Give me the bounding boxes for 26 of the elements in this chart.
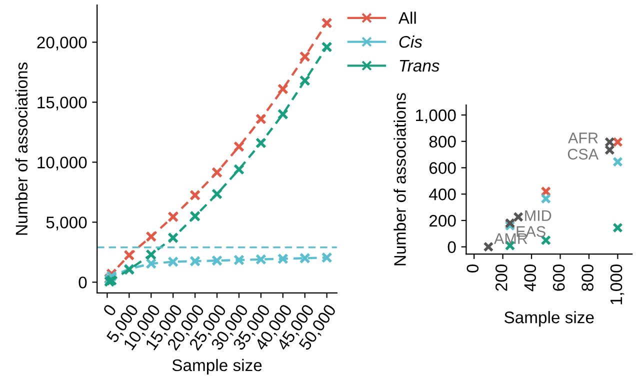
y-axis-title: Number of associations bbox=[15, 62, 28, 235]
x-tick-label: 200 bbox=[495, 264, 508, 291]
y-tick-label: 1,000 bbox=[416, 109, 456, 124]
x-tick-label: 400 bbox=[524, 264, 536, 292]
y-axis-title: Number of associations bbox=[394, 93, 406, 266]
legend-label: Trans bbox=[400, 60, 440, 72]
x-tick-label: 800 bbox=[582, 264, 594, 291]
y-tick-label: 10,000 bbox=[38, 156, 87, 170]
annotation: CSA bbox=[568, 148, 599, 160]
y-tick-label: 600 bbox=[429, 162, 456, 174]
y-tick-label: 5,000 bbox=[46, 216, 87, 230]
y-tick-label: 20,000 bbox=[37, 36, 87, 50]
x-tick-label: 1,000 bbox=[610, 264, 624, 304]
legend-label: Cis bbox=[399, 36, 422, 48]
x-tick-label: 0 bbox=[466, 264, 479, 272]
annotation: AFR bbox=[568, 132, 598, 144]
x-axis-title: Sample size bbox=[504, 311, 594, 327]
y-tick-label: 15,000 bbox=[38, 96, 87, 110]
x-axis-title: Sample size bbox=[172, 358, 262, 374]
legend-label: All bbox=[398, 12, 416, 24]
y-tick-label: 0 bbox=[448, 241, 456, 254]
annotation: MID bbox=[525, 210, 552, 221]
y-tick-label: 400 bbox=[429, 188, 456, 200]
y-tick-label: 800 bbox=[429, 136, 456, 148]
y-tick-label: 200 bbox=[429, 214, 456, 227]
x-tick-label: 600 bbox=[552, 264, 565, 291]
